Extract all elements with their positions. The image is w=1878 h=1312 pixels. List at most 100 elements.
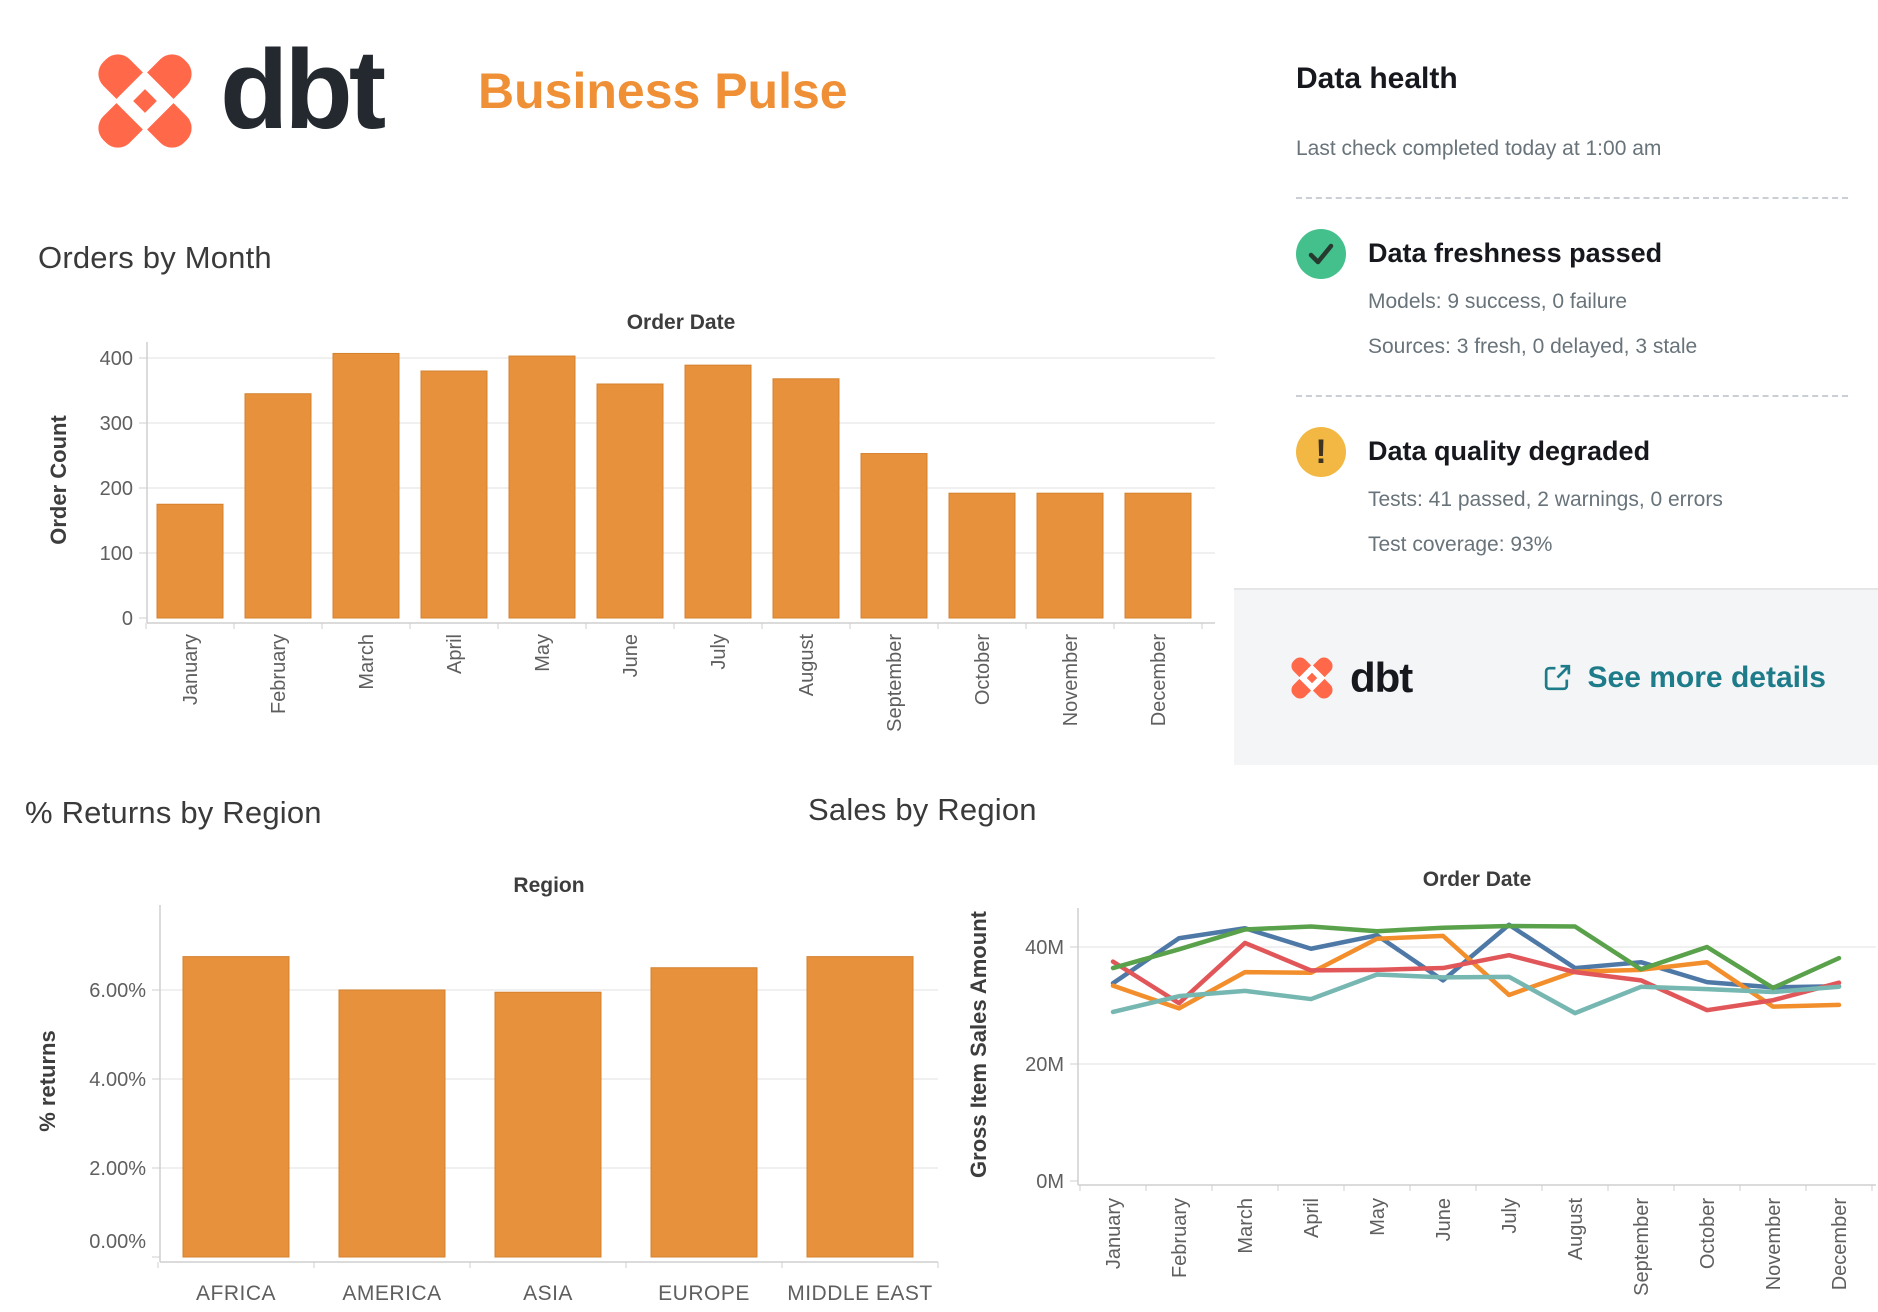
returns-by-region: 0.00% 2.00% 4.00% 6.00% Region % returns AFRIC… bbox=[35, 874, 939, 1305]
pane-title: Order Date bbox=[627, 311, 736, 334]
y-tick-label: 6.00% bbox=[89, 980, 146, 1002]
dashboard-title: Business Pulse bbox=[478, 63, 848, 119]
y-tick-label: 0M bbox=[1036, 1171, 1064, 1193]
x-tick-label: AMERICA bbox=[342, 1282, 441, 1305]
dbt-logo-icon bbox=[1286, 651, 1338, 704]
line-africa[interactable] bbox=[1110, 922, 1842, 990]
x-tick-label: March bbox=[356, 634, 378, 690]
dbt-wordmark: dbt bbox=[220, 27, 386, 152]
bar-october[interactable] bbox=[948, 492, 1016, 619]
dbt-logo-icon bbox=[86, 42, 204, 160]
bar-november[interactable] bbox=[1036, 492, 1104, 619]
data-health-footer: dbt See more details bbox=[1234, 588, 1878, 765]
external-link-icon bbox=[1544, 664, 1570, 691]
bar-may[interactable] bbox=[508, 355, 576, 619]
orders-by-month-heading: Orders by Month bbox=[38, 240, 272, 275]
line-america[interactable] bbox=[1110, 933, 1842, 1011]
y-tick-label: 200 bbox=[100, 478, 133, 500]
x-tick-label: August bbox=[1565, 1198, 1587, 1261]
freshness-status-title: Data freshness passed bbox=[1368, 238, 1663, 268]
x-tick-label: August bbox=[796, 634, 818, 697]
see-more-details-link[interactable]: See more details bbox=[1541, 661, 1826, 695]
x-tick-label: February bbox=[1169, 1198, 1191, 1278]
bar-march[interactable] bbox=[332, 352, 400, 619]
x-tick-label: ASIA bbox=[523, 1282, 573, 1305]
divider bbox=[1296, 395, 1848, 397]
x-tick-label: December bbox=[1829, 1198, 1851, 1291]
bar-june[interactable] bbox=[596, 383, 664, 619]
x-tick-label: July bbox=[708, 634, 730, 670]
bar-asia[interactable] bbox=[494, 991, 602, 1258]
freshness-sources-line: Sources: 3 fresh, 0 delayed, 3 stale bbox=[1368, 335, 1698, 358]
x-tick-label: October bbox=[1697, 1198, 1719, 1269]
y-tick-label: 4.00% bbox=[89, 1069, 146, 1091]
quality-status-row: ! Data quality degraded Tests: 41 passed… bbox=[1296, 427, 1848, 557]
x-tick-label: December bbox=[1148, 634, 1170, 727]
freshness-models-line: Models: 9 success, 0 failure bbox=[1368, 290, 1628, 313]
y-axis-title: % returns bbox=[35, 1030, 60, 1131]
x-tick-label: EUROPE bbox=[658, 1282, 750, 1305]
see-more-details-label: See more details bbox=[1587, 660, 1826, 694]
sales-by-region-heading: Sales by Region bbox=[808, 792, 1037, 827]
bar-july[interactable] bbox=[684, 364, 752, 619]
y-axis-title: Gross Item Sales Amount bbox=[966, 910, 991, 1178]
quality-coverage-line: Test coverage: 93% bbox=[1368, 533, 1553, 556]
bar-africa[interactable] bbox=[182, 956, 290, 1258]
x-tick-label: November bbox=[1060, 634, 1082, 727]
y-tick-label: 20M bbox=[1025, 1054, 1064, 1076]
y-tick-label: 0.00% bbox=[89, 1231, 146, 1253]
line-middle-east[interactable] bbox=[1110, 923, 1842, 991]
check-icon bbox=[1296, 229, 1346, 279]
orders-by-month: 0 100 200 300 400 Order Date Order Count Januar… bbox=[46, 311, 1215, 732]
pane-title: Region bbox=[513, 874, 584, 897]
x-tick-label: January bbox=[1103, 1198, 1125, 1269]
data-health-title: Data health bbox=[1296, 62, 1458, 95]
x-tick-label: September bbox=[884, 634, 906, 732]
warning-icon: ! bbox=[1296, 427, 1346, 477]
bar-september[interactable] bbox=[860, 453, 928, 619]
x-tick-label: March bbox=[1235, 1198, 1257, 1254]
returns-by-region-heading: % Returns by Region bbox=[25, 795, 322, 830]
line-asia[interactable] bbox=[1110, 940, 1842, 1013]
x-tick-label: May bbox=[1367, 1198, 1389, 1236]
data-health-last-check: Last check completed today at 1:00 am bbox=[1296, 137, 1662, 160]
quality-tests-line: Tests: 41 passed, 2 warnings, 0 errors bbox=[1368, 488, 1723, 511]
x-tick-label: AFRICA bbox=[196, 1282, 276, 1305]
sales-by-region: 0M 20M 40M Order Date Gross Item Sales Amoun… bbox=[966, 868, 1876, 1296]
data-health-panel: Data health Last check completed today a… bbox=[1296, 62, 1848, 557]
x-tick-label: January bbox=[180, 634, 202, 705]
bar-america[interactable] bbox=[338, 989, 446, 1258]
bar-middle-east[interactable] bbox=[806, 956, 914, 1258]
x-tick-label: September bbox=[1631, 1198, 1653, 1296]
x-tick-label: July bbox=[1499, 1198, 1521, 1234]
x-tick-label: October bbox=[972, 634, 994, 705]
x-tick-label: April bbox=[1301, 1198, 1323, 1238]
y-tick-label: 2.00% bbox=[89, 1158, 146, 1180]
x-tick-label: April bbox=[444, 634, 466, 674]
line-europe[interactable] bbox=[1110, 972, 1842, 1016]
y-axis-title: Order Count bbox=[46, 415, 71, 545]
pane-title: Order Date bbox=[1423, 868, 1532, 891]
y-tick-label: 40M bbox=[1025, 937, 1064, 959]
bar-europe[interactable] bbox=[650, 967, 758, 1258]
bar-december[interactable] bbox=[1124, 492, 1192, 619]
bar-january[interactable] bbox=[156, 503, 224, 619]
freshness-status-row: Data freshness passed Models: 9 success,… bbox=[1296, 229, 1848, 359]
x-tick-label: February bbox=[268, 634, 290, 714]
bar-august[interactable] bbox=[772, 378, 840, 619]
footer-brand-wordmark: dbt bbox=[1350, 653, 1413, 701]
x-tick-label: MIDDLE EAST bbox=[787, 1282, 933, 1305]
x-tick-label: June bbox=[620, 634, 642, 677]
footer-brand: dbt bbox=[1286, 651, 1413, 704]
bar-february[interactable] bbox=[244, 393, 312, 619]
y-tick-label: 300 bbox=[100, 413, 133, 435]
y-tick-label: 0 bbox=[122, 608, 133, 630]
y-tick-label: 100 bbox=[100, 543, 133, 565]
quality-status-title: Data quality degraded bbox=[1368, 436, 1651, 466]
x-tick-label: November bbox=[1763, 1198, 1785, 1291]
x-tick-label: May bbox=[532, 634, 554, 672]
y-tick-label: 400 bbox=[100, 348, 133, 370]
bar-april[interactable] bbox=[420, 370, 488, 619]
